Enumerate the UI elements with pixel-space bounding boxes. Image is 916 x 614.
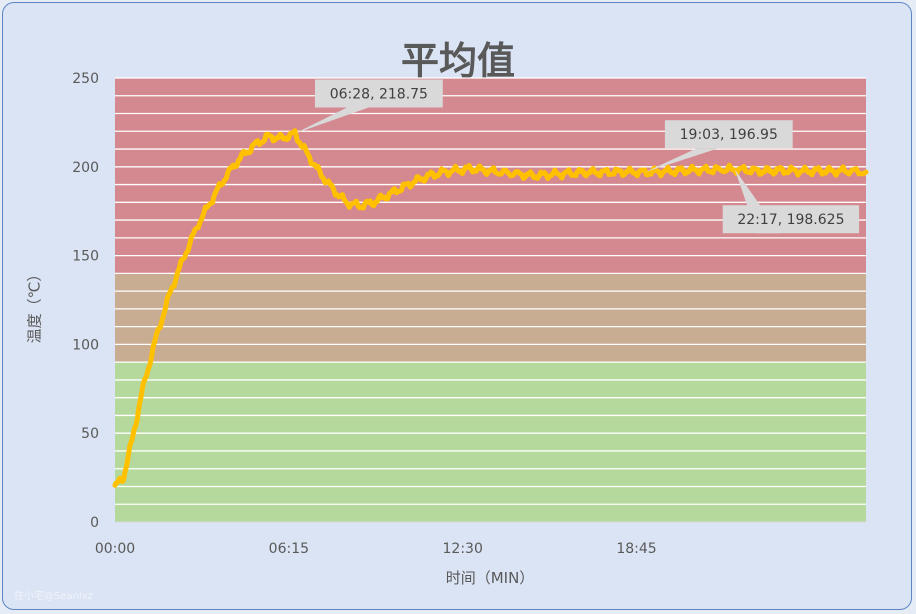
annotation-layer: 06:28, 218.75 19:03, 196.95 22:17, 198.625 bbox=[294, 79, 860, 234]
y-tick-label: 200 bbox=[72, 160, 99, 176]
annotation-label: 06:28, 218.75 bbox=[330, 87, 428, 103]
y-axis-ticks: 0 50 100 150 200 250 bbox=[72, 71, 99, 531]
x-tick-label: 00:00 bbox=[95, 541, 135, 557]
series-layer bbox=[112, 128, 869, 488]
annotation-pointer bbox=[644, 148, 719, 173]
annotation-1: 19:03, 196.95 bbox=[644, 120, 793, 173]
annotation-box bbox=[314, 79, 443, 108]
annotation-2: 22:17, 198.625 bbox=[722, 169, 860, 234]
annotation-0: 06:28, 218.75 bbox=[294, 79, 443, 134]
annotation-label: 19:03, 196.95 bbox=[680, 127, 778, 143]
x-tick-label: 12:30 bbox=[443, 541, 483, 557]
x-axis-label: 时间（MIN） bbox=[445, 569, 535, 587]
annotation-pointer bbox=[294, 107, 369, 134]
chart-title: 平均值 bbox=[400, 39, 515, 83]
watermark: 住小宅@Seanlxz bbox=[14, 591, 93, 602]
x-axis-ticks: 00:00 06:15 12:30 18:45 bbox=[95, 541, 657, 557]
y-axis-label: 温度（℃） bbox=[25, 266, 44, 344]
y-tick-label: 50 bbox=[81, 426, 99, 442]
annotation-box bbox=[664, 120, 793, 149]
gridlines bbox=[115, 77, 866, 523]
y-tick-label: 150 bbox=[72, 249, 99, 265]
y-tick-label: 250 bbox=[72, 71, 99, 87]
annotation-box bbox=[722, 205, 860, 234]
x-tick-label: 18:45 bbox=[616, 541, 656, 557]
y-tick-label: 0 bbox=[90, 515, 99, 531]
series-line-0 bbox=[112, 128, 869, 488]
annotation-label: 22:17, 198.625 bbox=[737, 212, 844, 228]
y-tick-label: 100 bbox=[72, 337, 99, 353]
x-tick-label: 06:15 bbox=[269, 541, 309, 557]
